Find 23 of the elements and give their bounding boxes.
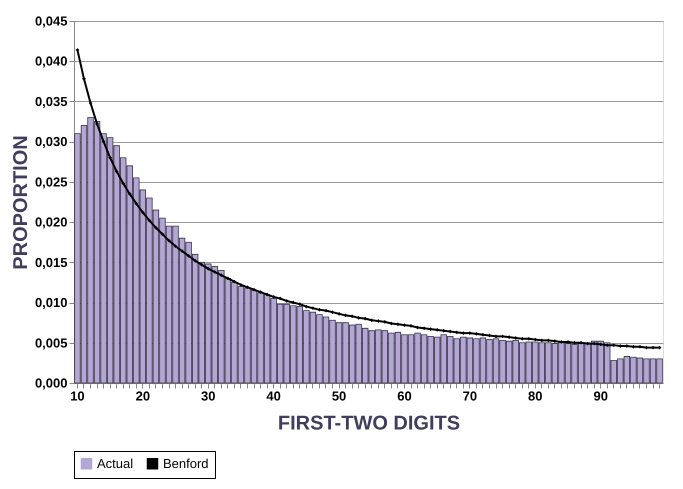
y-tick-label: 0,015 [34,254,68,270]
x-tick-label: 10 [70,388,85,404]
y-tick-label: 0,040 [34,54,68,69]
x-tick-label: 30 [201,388,216,404]
x-tick-label: 70 [462,388,478,404]
x-tick-label: 40 [266,388,281,404]
y-tick-label: 0,025 [34,174,68,190]
y-axis-title: PROPORTION [10,135,32,270]
y-tick-label: 0,030 [34,134,68,150]
x-tick-label: 90 [593,388,608,404]
x-tick-label: 60 [397,388,412,404]
x-tick-label: 50 [332,388,346,404]
y-tick-label: 0,035 [34,94,68,109]
legend-label: Benford [163,456,209,471]
y-tick-label: 0,020 [34,214,68,230]
x-axis-title: FIRST-TWO DIGITS [278,412,460,434]
y-tick-label: 0,045 [34,14,68,28]
legend-label: Actual [97,456,134,471]
y-tick-label: 0,010 [34,295,68,310]
x-tick-label: 80 [528,388,543,404]
y-tick-label: 0,000 [34,376,68,390]
y-tick-label: 0,005 [34,335,68,350]
x-tick-label: 20 [136,388,150,404]
